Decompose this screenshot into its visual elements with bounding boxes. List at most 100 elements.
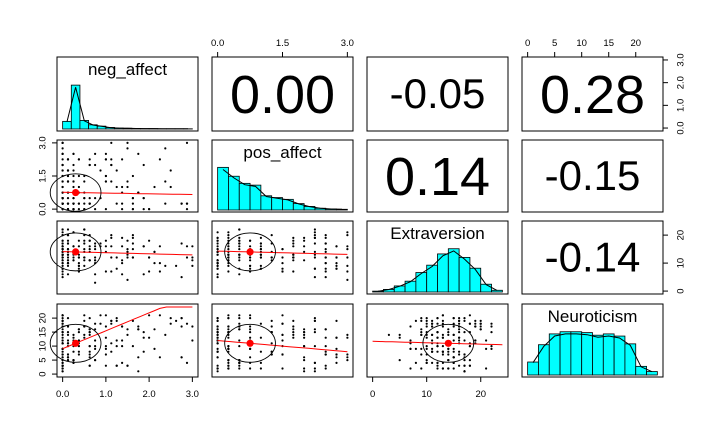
- histogram-bar: [70, 84, 81, 130]
- scatter-point: [131, 242, 134, 245]
- scatter-point: [420, 317, 423, 320]
- scatter-point: [303, 345, 306, 348]
- scatter-point: [83, 256, 86, 259]
- scatter-point: [249, 328, 252, 331]
- scatter-point: [99, 322, 102, 325]
- scatter-point: [420, 367, 423, 370]
- scatter-point: [191, 339, 194, 342]
- scatter-point: [259, 236, 262, 239]
- panel-1-0: [49, 139, 199, 213]
- scatter-point: [292, 336, 295, 339]
- correlation-value: 0.14: [385, 147, 490, 207]
- scatter-point: [227, 359, 230, 362]
- scatter-point: [104, 347, 107, 350]
- panel-0-1: 0.00: [211, 56, 354, 132]
- scatter-point: [346, 256, 349, 259]
- scatter-point: [292, 236, 295, 239]
- scatter-point: [216, 273, 219, 276]
- mean-point: [246, 248, 254, 256]
- scatter-point: [281, 267, 284, 270]
- scatter-point: [335, 361, 338, 364]
- scatter-point: [335, 262, 338, 265]
- scatter-point: [169, 169, 172, 172]
- scatter-point: [72, 185, 75, 189]
- scatter-point: [313, 361, 316, 364]
- scatter-point: [249, 336, 252, 339]
- scatter-point: [485, 367, 488, 370]
- y-tick-label: 0.0: [676, 121, 687, 134]
- scatter-point: [61, 239, 64, 242]
- scatter-point: [346, 245, 349, 248]
- scatter-point: [238, 239, 241, 242]
- scatter-point: [110, 322, 113, 325]
- scatter-point: [148, 270, 151, 273]
- scatter-point: [142, 336, 145, 339]
- scatter-point: [270, 234, 273, 237]
- scatter-point: [61, 248, 64, 251]
- scatter-point: [216, 253, 219, 256]
- scatter-point: [185, 208, 189, 211]
- scatter-point: [425, 347, 428, 350]
- scatter-point: [216, 331, 219, 334]
- scatter-point: [94, 242, 97, 245]
- correlation-ellipse: [49, 232, 102, 272]
- scatter-point: [238, 339, 241, 342]
- scatter-point: [303, 359, 306, 362]
- panel-frame: [366, 220, 509, 295]
- mean-point: [72, 248, 80, 256]
- scatter-point: [281, 248, 284, 251]
- scatter-point: [468, 359, 471, 362]
- scatter-point: [121, 185, 124, 189]
- scatter-point: [259, 248, 262, 251]
- scatter-point: [292, 259, 295, 262]
- scatter-point: [88, 317, 91, 320]
- scatter-point: [259, 336, 262, 339]
- scatter-point: [61, 319, 64, 322]
- scatter-point: [447, 347, 450, 350]
- scatter-point: [77, 267, 80, 270]
- panel-frame: [211, 139, 354, 213]
- scatter-point: [137, 328, 140, 331]
- scatter-point: [270, 342, 273, 345]
- panel-2-3: -0.14: [521, 220, 664, 295]
- scatter-point: [398, 333, 401, 336]
- scatter-point: [463, 319, 466, 322]
- scatter-point: [121, 262, 124, 265]
- scatter-point: [227, 234, 230, 237]
- scatter-point: [169, 185, 172, 189]
- scatter-point: [121, 208, 124, 211]
- scatter-point: [115, 256, 118, 259]
- scatter-point: [88, 364, 91, 367]
- scatter-point: [238, 236, 241, 239]
- scatter-point: [88, 353, 91, 356]
- scatter-point: [180, 317, 183, 320]
- histogram-bar: [613, 335, 626, 376]
- scatter-point: [335, 319, 338, 322]
- scatter-point: [216, 367, 219, 370]
- scatter-point: [292, 253, 295, 256]
- scatter-point: [452, 347, 455, 350]
- scatter-point: [292, 239, 295, 242]
- correlation-ellipse: [224, 232, 276, 272]
- scatter-point: [479, 322, 482, 325]
- scatter-point: [216, 319, 219, 322]
- scatter-point: [420, 333, 423, 336]
- scatter-point: [137, 356, 140, 359]
- scatter-point: [61, 158, 64, 161]
- scatter-point: [66, 228, 70, 231]
- scatter-point: [324, 328, 327, 331]
- scatter-point: [324, 256, 327, 259]
- scatter-point: [420, 331, 423, 334]
- scatter-point: [94, 328, 97, 331]
- panel-frame: [366, 139, 509, 213]
- scatter-point: [313, 228, 316, 231]
- panel-1-3: -0.15: [521, 139, 664, 213]
- scatter-point: [420, 347, 423, 350]
- panel-0-2: -0.05: [366, 56, 509, 132]
- scatter-point: [131, 208, 134, 211]
- scatter-point: [115, 169, 118, 172]
- scatter-point: [409, 347, 412, 350]
- scatter-point: [88, 328, 91, 331]
- scatter-point: [148, 239, 151, 242]
- scatter-point: [335, 353, 338, 356]
